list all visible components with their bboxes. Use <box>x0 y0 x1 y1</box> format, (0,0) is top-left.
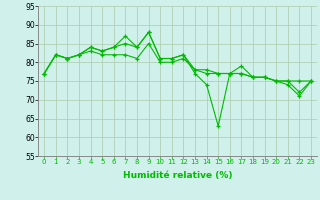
X-axis label: Humidité relative (%): Humidité relative (%) <box>123 171 232 180</box>
